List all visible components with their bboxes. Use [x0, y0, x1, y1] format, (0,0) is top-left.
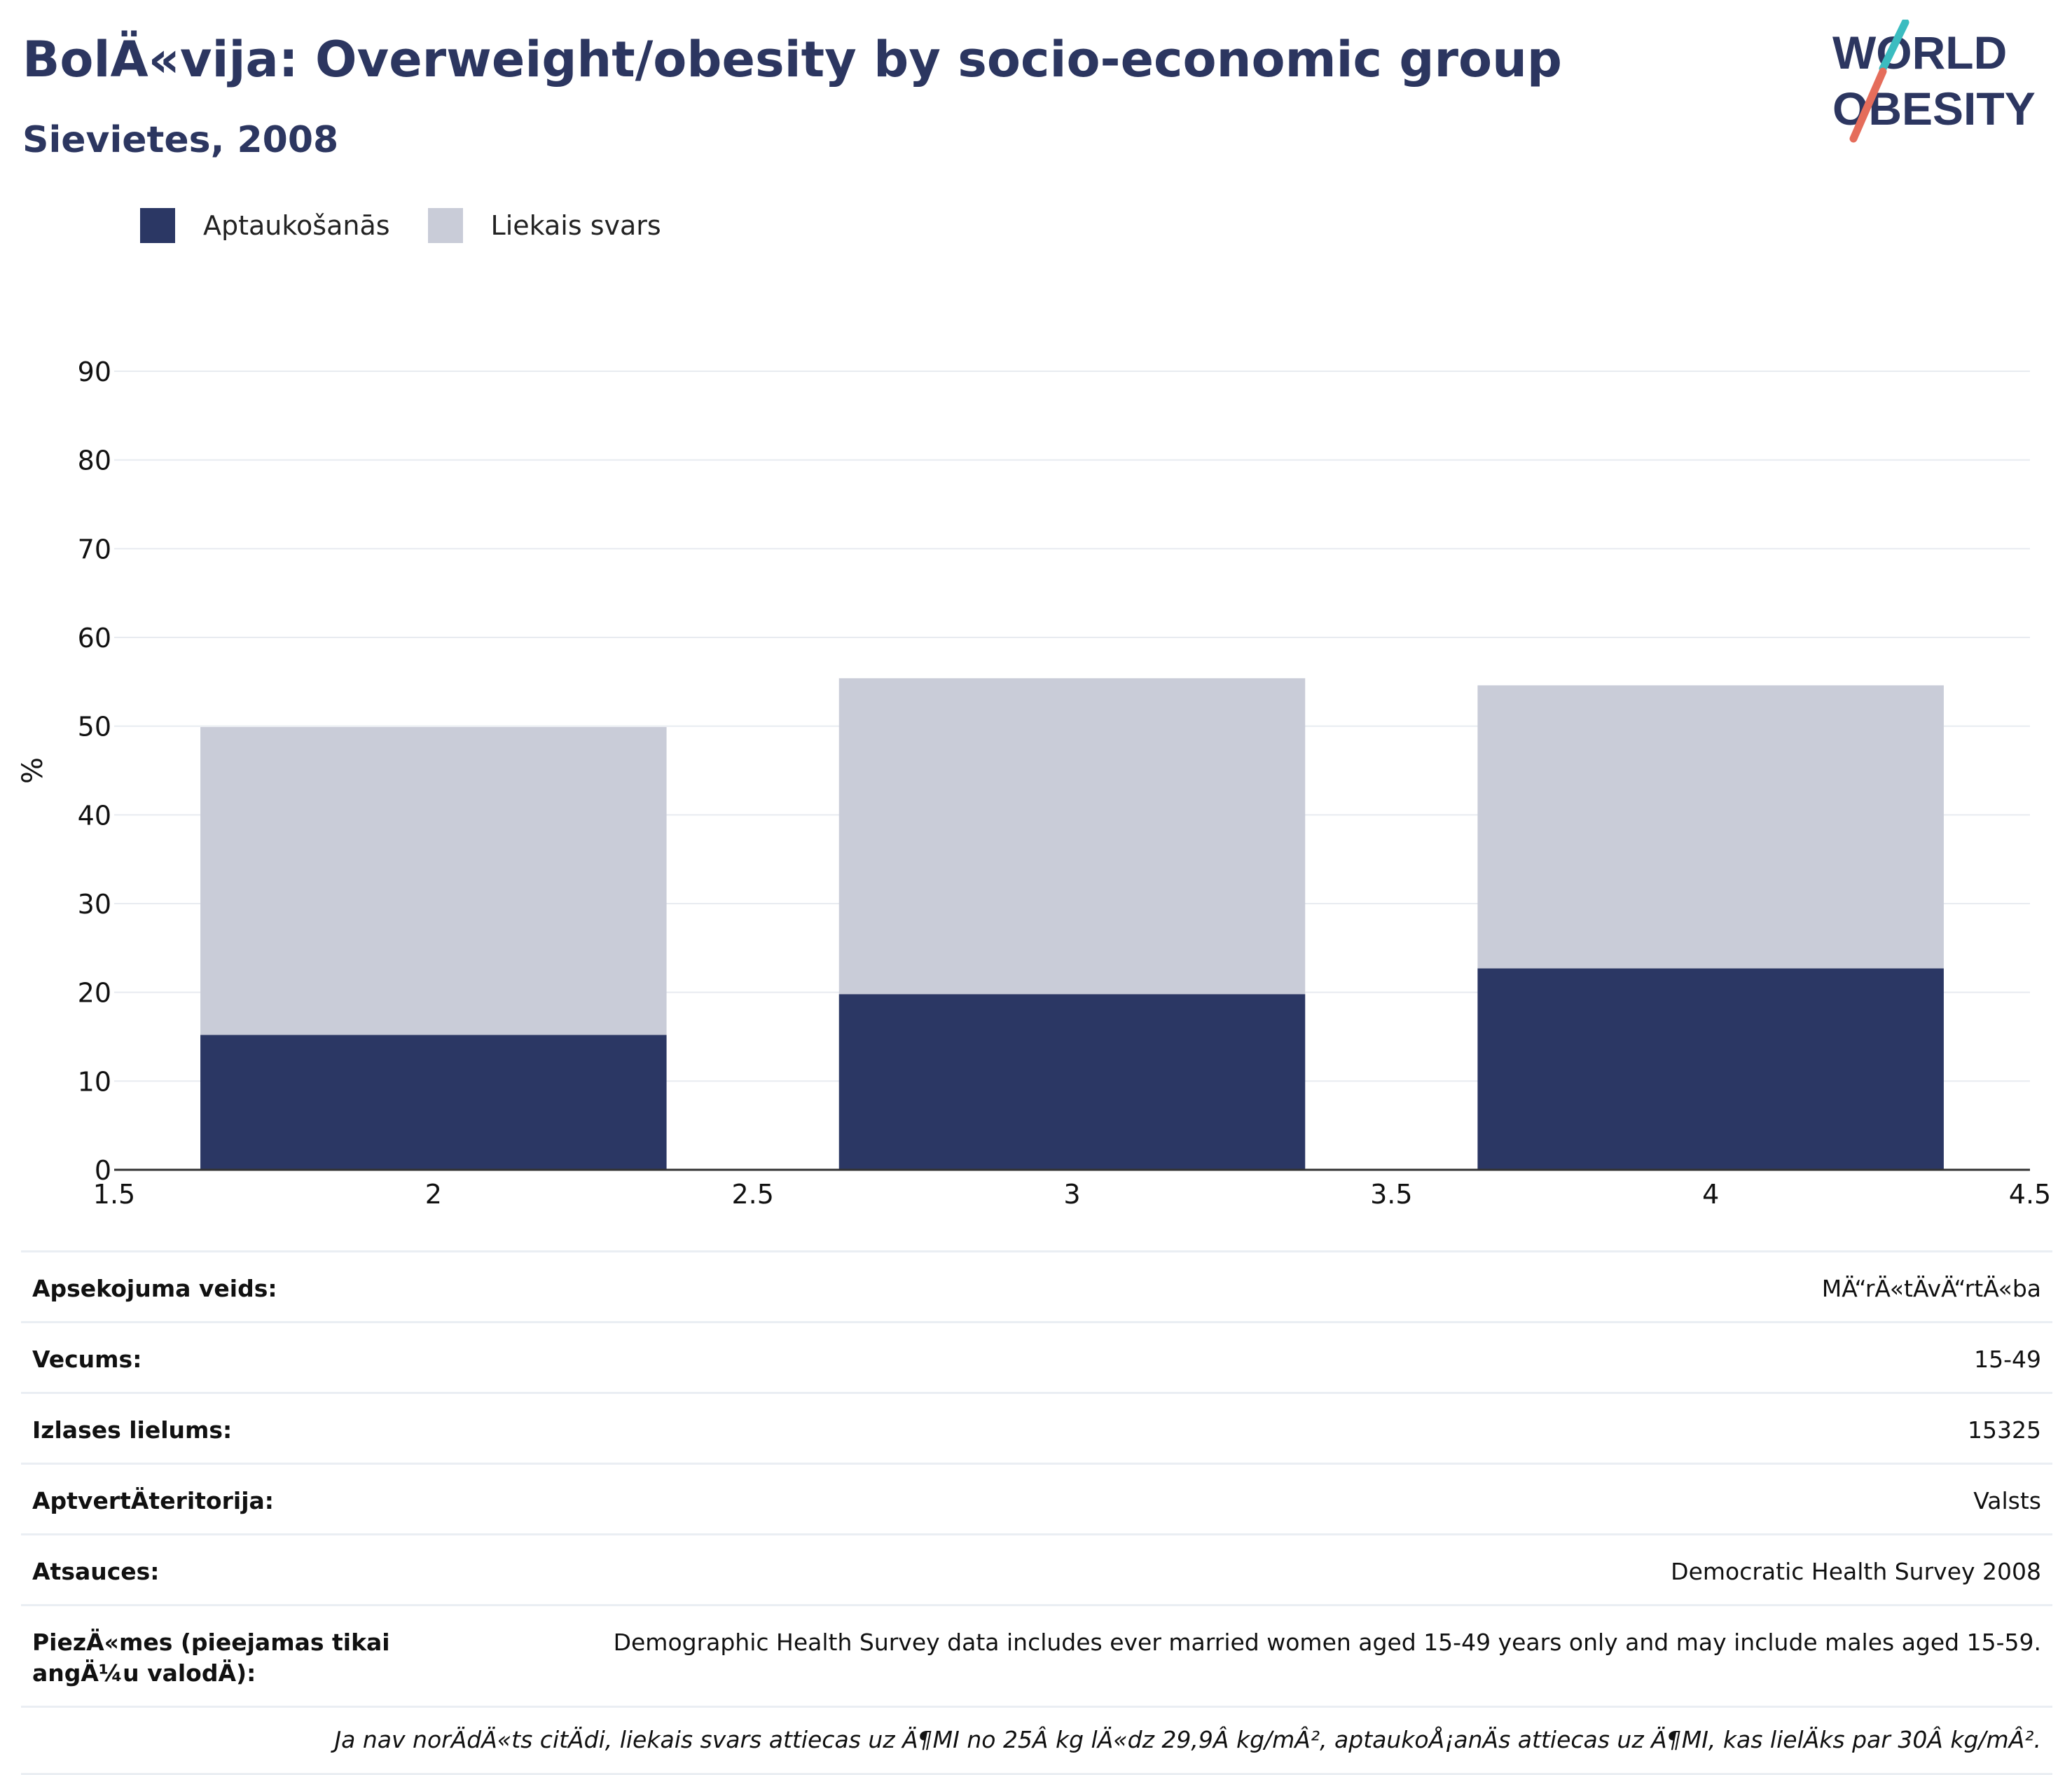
- bar-overweight: [838, 678, 1306, 995]
- x-tick-label: 2: [425, 1179, 442, 1210]
- y-tick-label: 50: [78, 712, 111, 743]
- x-tick-label: 3: [1063, 1179, 1080, 1210]
- legend-swatch-obesity: [140, 208, 175, 243]
- bar-chart: 0 10 20 30 40 50 60 70 80 90 1.5 2 2.5 3 3.5 4 4.5 %: [17, 357, 2051, 1210]
- info-table: Apsekojuma veids: MÄ“rÄ«tÄvÄ“rtÄ«ba Vecu…: [21, 1250, 2052, 1775]
- page-title: BolÄ«vija: Overweight/obesity by socio-e…: [22, 31, 1563, 88]
- info-row-territory: AptvertÄteritorija: Valsts: [21, 1463, 2052, 1533]
- bar-obesity: [838, 994, 1306, 1170]
- info-value: 15-49: [1974, 1346, 2041, 1373]
- info-row-survey-type: Apsekojuma veids: MÄ“rÄ«tÄvÄ“rtÄ«ba: [21, 1250, 2052, 1321]
- y-tick-labels: 0 10 20 30 40 50 60 70 80 90: [78, 357, 111, 1186]
- y-tick-label: 70: [78, 534, 111, 565]
- legend-item-obesity[interactable]: Aptaukošanās: [140, 208, 390, 243]
- info-key: Apsekojuma veids:: [32, 1275, 277, 1302]
- x-tick-label: 3.5: [1370, 1179, 1412, 1210]
- x-tick-label: 2.5: [731, 1179, 773, 1210]
- info-row-notes: PiezÄ«mes (pieejamas tikai angÄ¼u valodÄ…: [21, 1604, 2052, 1706]
- y-tick-label: 0: [95, 1155, 111, 1186]
- info-value: Valsts: [1973, 1487, 2041, 1514]
- y-tick-label: 40: [78, 800, 111, 831]
- info-value: MÄ“rÄ«tÄvÄ“rtÄ«ba: [1821, 1275, 2041, 1302]
- legend-label-overweight: Liekais svars: [490, 210, 661, 241]
- chart-legend: Aptaukošanās Liekais svars: [140, 205, 699, 247]
- bar-obesity: [1477, 968, 1944, 1170]
- logo-slash-top: [1879, 20, 1909, 73]
- info-value: Demographic Health Survey data includes …: [613, 1629, 2041, 1656]
- legend-item-overweight[interactable]: Liekais svars: [427, 208, 661, 243]
- y-tick-label: 10: [78, 1066, 111, 1097]
- bar-obesity: [200, 1035, 667, 1170]
- y-tick-label: 60: [78, 623, 111, 654]
- x-tick-label: 4.5: [2009, 1179, 2051, 1210]
- x-tick-label: 1.5: [93, 1179, 135, 1210]
- legend-swatch-overweight: [427, 208, 463, 243]
- x-tick-label: 4: [1702, 1179, 1719, 1210]
- bar-overweight: [1477, 685, 1944, 969]
- x-tick-labels: 1.5 2 2.5 3 3.5 4 4.5: [93, 1179, 2051, 1210]
- info-value: Democratic Health Survey 2008: [1671, 1558, 2041, 1585]
- info-key: Izlases lielums:: [32, 1416, 233, 1444]
- y-axis-label: %: [17, 757, 49, 784]
- info-key: Vecums:: [32, 1346, 142, 1373]
- logo-slash-bottom: [1849, 67, 1887, 143]
- y-tick-label: 30: [78, 889, 111, 920]
- info-row-age: Vecums: 15-49: [21, 1321, 2052, 1392]
- info-key: Atsauces:: [32, 1558, 160, 1585]
- legend-label-obesity: Aptaukošanās: [203, 210, 390, 241]
- info-row-sample-size: Izlases lielums: 15325: [21, 1392, 2052, 1463]
- bmi-definition-note: Ja nav norÄdÄ«ts citÄdi, liekais svars a…: [21, 1706, 2052, 1775]
- world-obesity-logo: WORLD OBESITY: [1832, 20, 2036, 143]
- y-tick-label: 20: [78, 978, 111, 1009]
- bar-overweight: [200, 726, 667, 1035]
- logo-text-world: WORLD: [1832, 27, 2007, 78]
- y-tick-label: 80: [78, 446, 111, 476]
- info-key: PiezÄ«mes (pieejamas tikai angÄ¼u valodÄ…: [32, 1629, 390, 1687]
- info-value: 15325: [1968, 1416, 2041, 1444]
- info-row-references: Atsauces: Democratic Health Survey 2008: [21, 1533, 2052, 1604]
- bars: [200, 678, 1944, 1170]
- y-tick-label: 90: [78, 357, 111, 387]
- page-subtitle: Sievietes, 2008: [22, 119, 339, 161]
- info-key: AptvertÄteritorija:: [32, 1487, 274, 1514]
